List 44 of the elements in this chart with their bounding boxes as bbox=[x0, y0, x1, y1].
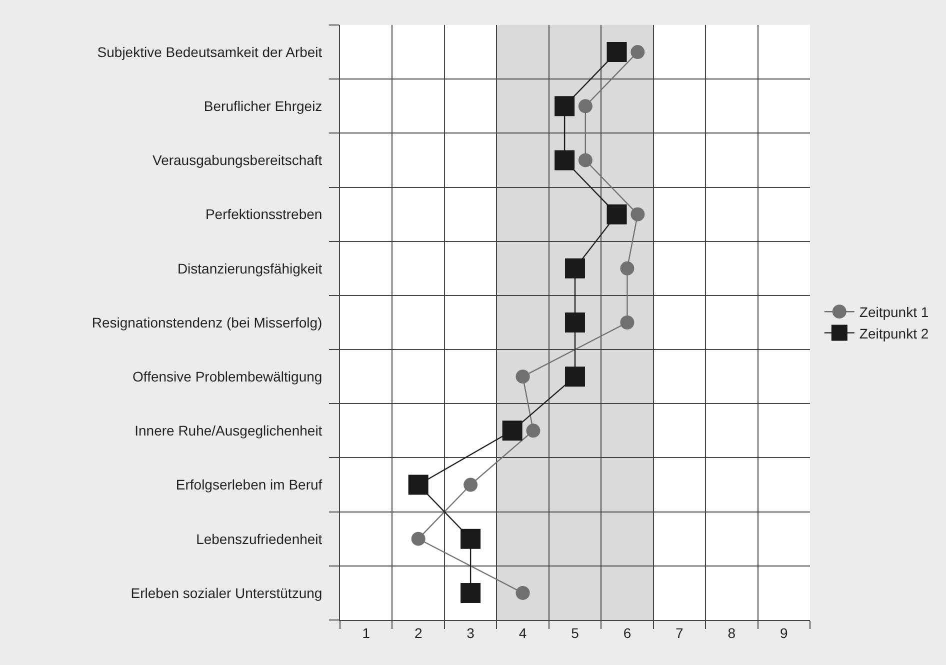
x-tick-label: 4 bbox=[518, 624, 527, 641]
point bbox=[620, 316, 634, 330]
point bbox=[502, 420, 522, 441]
point bbox=[630, 207, 645, 222]
point bbox=[606, 42, 627, 62]
x-tick-label: 8 bbox=[728, 624, 736, 641]
point bbox=[526, 424, 540, 438]
y-tick-label: Perfektionsstreben bbox=[205, 206, 322, 222]
point bbox=[565, 312, 585, 332]
x-tick-label: 7 bbox=[676, 624, 684, 641]
y-tick-label: Subjektive Bedeutsamkeit der Arbeit bbox=[97, 44, 322, 60]
x-tick-label: 9 bbox=[780, 624, 788, 641]
point bbox=[460, 582, 481, 603]
point bbox=[620, 261, 634, 276]
point bbox=[565, 258, 585, 278]
y-tick-label: Distanzierungsfähigkeit bbox=[177, 260, 322, 276]
point bbox=[516, 586, 530, 600]
y-tick-label: Verausgabungsbereitschaft bbox=[152, 152, 322, 168]
point bbox=[578, 99, 592, 114]
point bbox=[565, 366, 585, 387]
legend-label: Zeitpunkt 1 bbox=[859, 304, 929, 320]
point bbox=[578, 153, 592, 168]
point bbox=[464, 478, 478, 492]
x-tick-label: 5 bbox=[571, 624, 580, 641]
y-tick-label: Lebenszufriedenheit bbox=[196, 530, 322, 547]
point bbox=[554, 96, 575, 116]
y-tick-label: Erfolgserleben im Beruf bbox=[176, 476, 322, 493]
point bbox=[460, 528, 481, 549]
point bbox=[516, 370, 530, 384]
point bbox=[606, 204, 627, 224]
y-tick-label: Erleben sozialer Unterstützung bbox=[130, 584, 322, 601]
y-tick-label: Offensive Problembewältigung bbox=[132, 368, 322, 384]
y-tick-label: Innere Ruhe/Ausgeglichenheit bbox=[134, 422, 322, 439]
y-tick-label: Resignationstendenz (bei Misserfolg) bbox=[92, 314, 322, 330]
x-tick-label: 6 bbox=[623, 624, 632, 641]
x-tick-label: 3 bbox=[466, 624, 475, 641]
point bbox=[411, 532, 426, 546]
x-tick-label: 1 bbox=[362, 624, 370, 641]
legend-label: Zeitpunkt 2 bbox=[859, 325, 929, 342]
point bbox=[408, 474, 428, 495]
y-tick-label: Beruflicher Ehrgeiz bbox=[204, 98, 322, 114]
x-tick-label: 2 bbox=[414, 624, 422, 641]
point bbox=[630, 45, 645, 60]
point bbox=[554, 150, 575, 170]
